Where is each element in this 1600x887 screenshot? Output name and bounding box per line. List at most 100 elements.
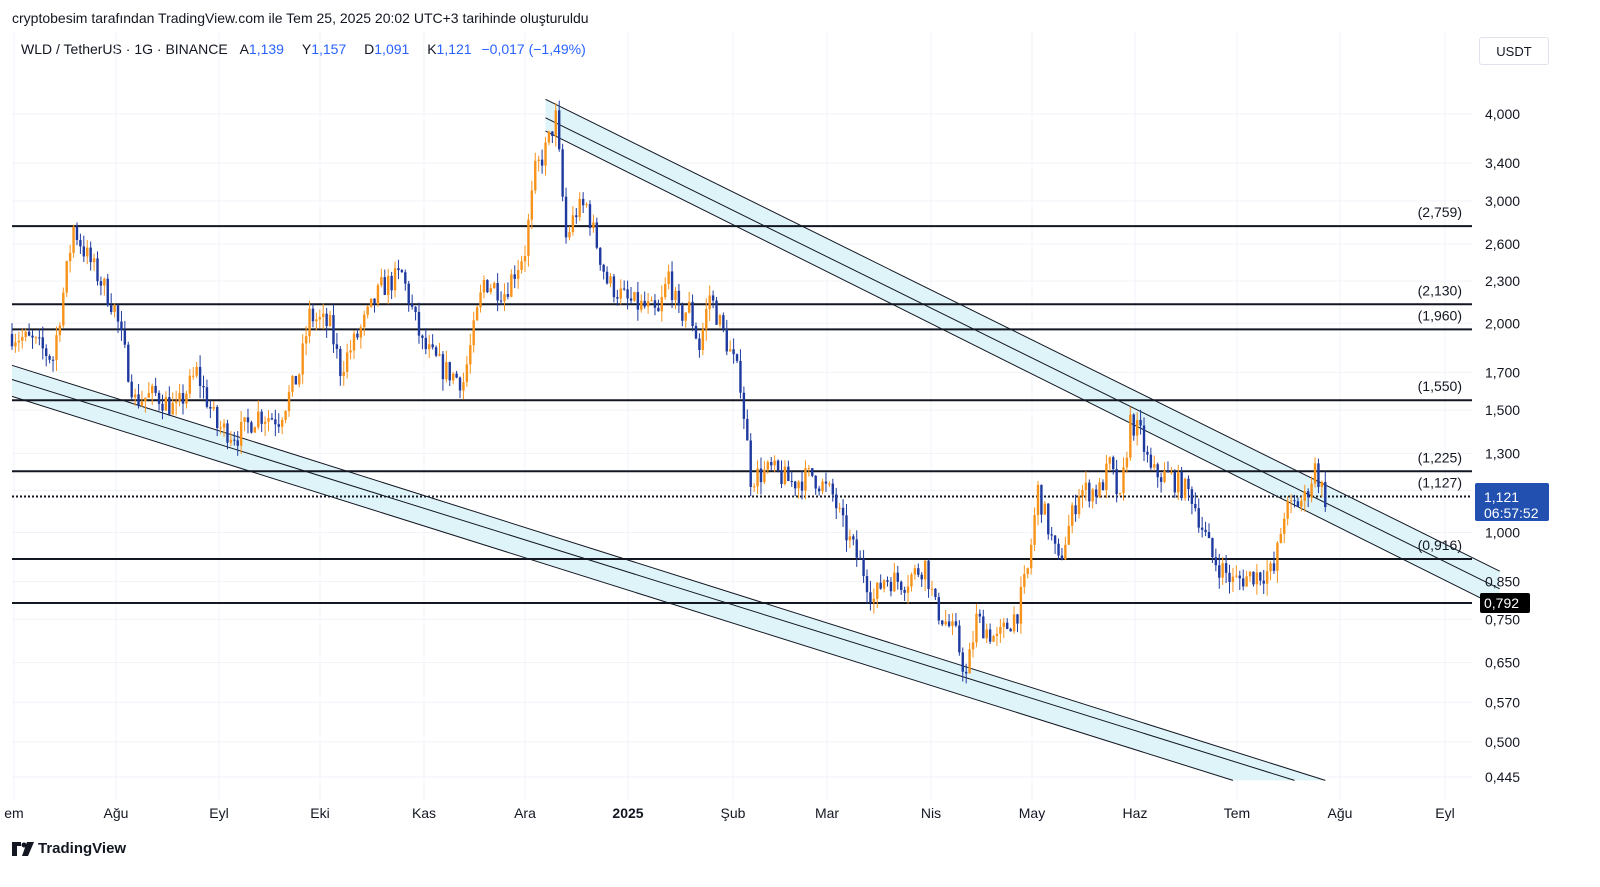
support-price-value: 0,792 <box>1484 595 1519 611</box>
candle-body <box>1163 471 1166 482</box>
upper-falling-channel-upper-line <box>545 98 1500 572</box>
candle-body <box>886 580 889 582</box>
candle-body <box>356 333 359 338</box>
candle-body <box>106 278 109 306</box>
candle-body <box>705 308 708 330</box>
candle-body <box>1252 571 1255 585</box>
y-tick-label: 0,850 <box>1485 574 1520 590</box>
candle-body <box>592 222 595 229</box>
candle-body <box>711 295 715 301</box>
candle-body <box>1029 544 1033 569</box>
candle-body <box>793 481 797 489</box>
symbol-name[interactable]: WLD / TetherUS · 1G · BINANCE <box>21 41 228 57</box>
candle-body <box>383 277 386 295</box>
candle-body <box>588 204 592 229</box>
candle-body <box>674 290 677 301</box>
candle-body <box>462 382 465 391</box>
chart-caption: cryptobesim tarafından TradingView.com i… <box>12 10 589 26</box>
candle-body <box>1002 622 1005 627</box>
candle-body <box>879 582 882 589</box>
candle-body <box>694 326 698 339</box>
candle-body <box>390 275 393 291</box>
candle-body <box>318 317 321 320</box>
candle-body <box>1279 533 1283 543</box>
candle-body <box>451 373 455 381</box>
candle-body <box>910 574 913 587</box>
candle-body <box>376 285 380 305</box>
candle-body <box>86 247 89 257</box>
candle-body <box>811 468 814 476</box>
candle-body <box>304 336 308 344</box>
candle-body <box>154 385 157 393</box>
candle-body <box>845 515 848 541</box>
time-axis: em Ağu Eyl Eki Kas Ara 2025 Şub Mar Nis May Haz Tem A… <box>4 805 1454 821</box>
candle-body <box>520 261 523 270</box>
candle-body <box>1081 489 1084 497</box>
candle-body <box>896 572 899 582</box>
candle-body <box>260 411 263 424</box>
candle-body <box>1060 555 1064 560</box>
candle-body <box>1200 527 1204 530</box>
candle-body <box>274 419 277 425</box>
candle-body <box>1180 472 1183 499</box>
candle-body <box>978 613 982 617</box>
candle-body <box>1040 484 1043 515</box>
candle-body <box>537 159 540 161</box>
candle-body <box>209 406 212 409</box>
candle-body <box>554 110 557 136</box>
candle-body <box>790 481 793 483</box>
candle-body <box>698 338 701 350</box>
candle-body <box>917 568 920 575</box>
candle-body <box>1074 505 1077 515</box>
candle-body <box>438 354 441 356</box>
candle-body <box>89 247 92 263</box>
candle-body <box>718 315 722 325</box>
candle-body <box>342 371 345 376</box>
candle-body <box>1077 496 1081 515</box>
candle-body <box>253 427 257 433</box>
candle-body <box>1166 471 1170 473</box>
candle-body <box>1036 484 1040 516</box>
candle-body <box>263 421 267 424</box>
candle-body <box>1043 503 1047 515</box>
candle-body <box>995 633 999 637</box>
y-tick-label: 3,000 <box>1485 193 1520 209</box>
level-label-1: (2,130) <box>1418 282 1462 298</box>
candle-body <box>1067 525 1070 545</box>
candle-body <box>759 468 763 483</box>
candle-body <box>198 366 202 386</box>
candle-body <box>1105 463 1108 490</box>
candle-body <box>732 349 735 355</box>
candle-body <box>174 401 178 404</box>
candle-body <box>1115 469 1118 495</box>
candle-body <box>205 387 209 407</box>
candle-body <box>250 422 253 433</box>
candle-body <box>445 362 448 380</box>
candle-body <box>547 131 551 143</box>
tradingview-logo[interactable]: TradingView <box>12 840 126 857</box>
candle-body <box>742 392 746 419</box>
candle-body <box>397 268 400 271</box>
candle-body <box>62 292 65 326</box>
candle-body <box>595 222 599 248</box>
candle-body <box>664 284 667 298</box>
candle-body <box>72 226 75 253</box>
candle-body <box>291 375 294 392</box>
candle-body <box>982 616 985 639</box>
candle-body <box>756 468 759 487</box>
candle-body <box>133 394 137 398</box>
candle-body <box>475 307 479 321</box>
candle-body <box>1088 482 1091 502</box>
candle-body <box>130 381 133 398</box>
currency-button[interactable]: USDT <box>1479 37 1549 65</box>
candle-body <box>1129 414 1132 458</box>
y-tick-label: 1,000 <box>1485 525 1520 541</box>
y-tick-label: 2,300 <box>1485 273 1520 289</box>
candle-body <box>1139 419 1142 426</box>
candle-body <box>51 359 55 361</box>
candle-body <box>448 362 451 381</box>
candle-body <box>68 252 72 262</box>
candle-body <box>701 329 705 350</box>
x-tick-label: Nis <box>921 805 941 821</box>
